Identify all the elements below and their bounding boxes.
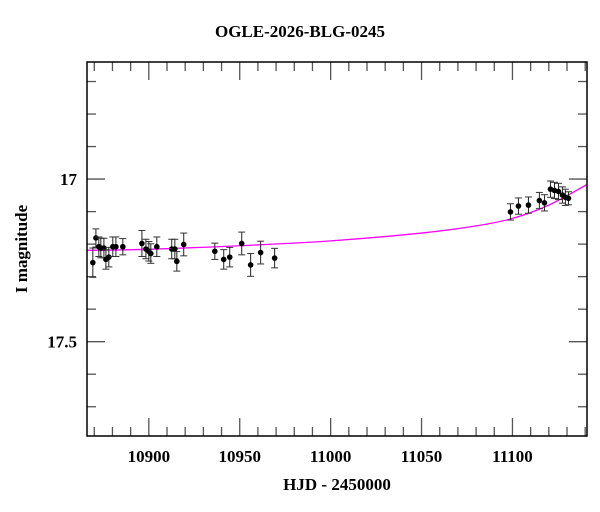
y-tick-label: 17: [60, 170, 78, 189]
x-tick-label: 11000: [310, 447, 352, 466]
data-point: [238, 231, 246, 256]
data-point: [226, 246, 234, 268]
x-tick-label: 10950: [218, 447, 261, 466]
data-point: [271, 247, 279, 269]
chart-title: OGLE-2026-BLG-0245: [214, 22, 385, 41]
data-point: [112, 236, 120, 257]
data-point: [173, 251, 181, 272]
data-point: [220, 249, 228, 270]
data-point: [535, 191, 543, 210]
data-point: [540, 194, 548, 212]
y-tick-label: 17.5: [47, 333, 77, 352]
data-point: [102, 249, 110, 270]
data-point: [171, 238, 179, 260]
data-point: [138, 229, 146, 257]
data-point: [554, 182, 562, 201]
minor-ticks: [87, 62, 587, 436]
data-point: [524, 196, 532, 214]
model-line: [86, 184, 588, 251]
data-point: [145, 241, 153, 262]
x-tick-label: 11050: [401, 447, 443, 466]
data-point: [514, 197, 522, 215]
data-point: [89, 247, 97, 278]
tick-labels: 10900 10950 11000 11050 11100 17 17.5: [47, 170, 533, 466]
data-point: [257, 240, 265, 265]
data-point: [564, 191, 572, 206]
model-curve: [86, 184, 588, 251]
data-point: [247, 253, 255, 277]
data-points: [89, 180, 572, 278]
data-point: [119, 238, 127, 256]
x-axis-label: HJD - 2450000: [283, 475, 391, 494]
plot-frame: [86, 61, 588, 437]
x-tick-label: 11100: [492, 447, 533, 466]
major-ticks: [87, 62, 587, 436]
data-point: [180, 232, 188, 257]
x-tick-label: 10900: [128, 447, 171, 466]
data-point: [153, 236, 161, 257]
data-point: [506, 203, 514, 221]
data-point: [211, 242, 219, 260]
data-point: [147, 243, 155, 264]
